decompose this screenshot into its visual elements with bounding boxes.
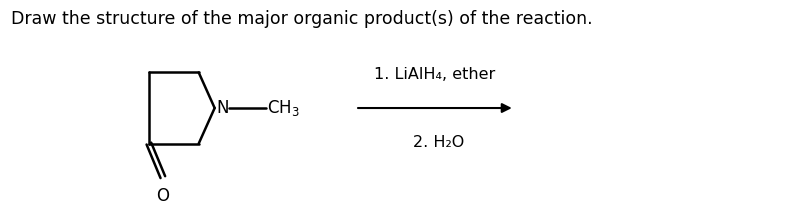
FancyArrowPatch shape	[358, 104, 509, 112]
Text: 2. H₂O: 2. H₂O	[413, 135, 464, 150]
Text: O: O	[156, 187, 169, 205]
Text: Draw the structure of the major organic product(s) of the reaction.: Draw the structure of the major organic …	[11, 10, 593, 28]
Text: N: N	[216, 99, 229, 117]
Text: CH$_3$: CH$_3$	[267, 98, 301, 118]
Text: 1. LiAlH₄, ether: 1. LiAlH₄, ether	[374, 67, 496, 82]
